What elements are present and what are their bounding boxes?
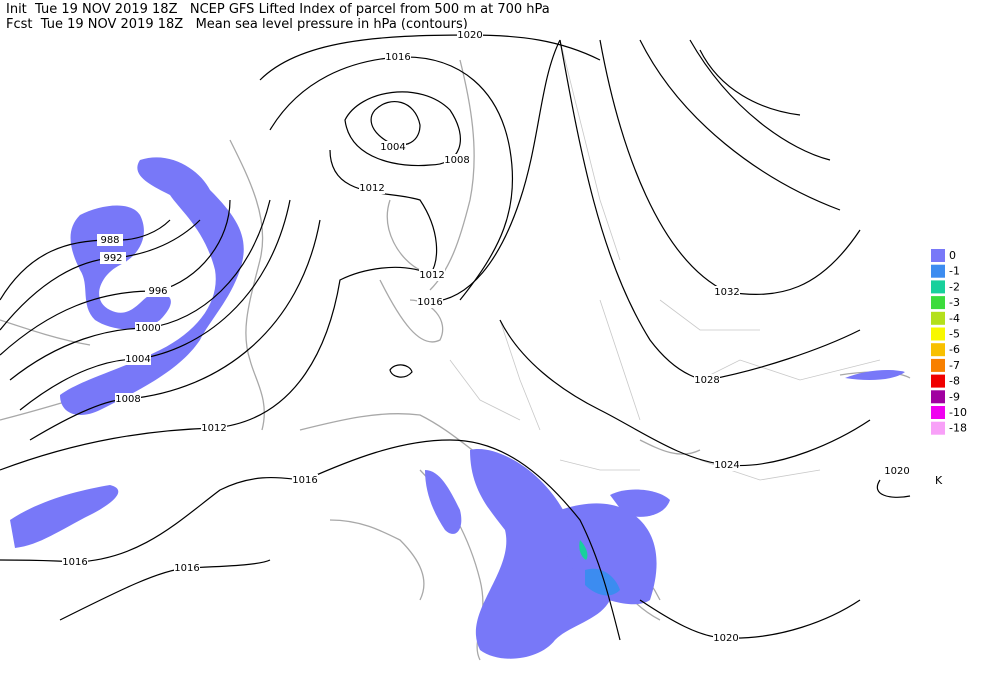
header-line: Fcst Tue 19 NOV 2019 18Z Mean sea level … [6, 17, 468, 32]
legend-swatch [931, 296, 945, 310]
contour-label: 1008 [444, 155, 469, 166]
contour-label: 1004 [125, 354, 150, 365]
legend-label: -1 [949, 265, 960, 278]
borders [449, 39, 881, 481]
legend-swatch [931, 280, 945, 294]
contour-label-bg [884, 465, 910, 477]
contour-labels: 1020 1016 1004 1008 1012 988 992 996 1000 1004 100… [62, 29, 910, 644]
contour-label: 1016 [417, 297, 442, 308]
contour-label: 1008 [115, 394, 140, 405]
contour-label-bg [135, 322, 161, 334]
legend-label: -18 [949, 422, 967, 435]
contour-label-bg [174, 562, 200, 574]
contour-label-bg [714, 286, 740, 298]
contour-label-bg [713, 632, 739, 644]
contour-label: 996 [148, 286, 167, 297]
contour-label: 1012 [359, 183, 384, 194]
legend-label: 0 [949, 249, 956, 262]
legend-swatch [931, 390, 945, 404]
contour-label: 1016 [62, 557, 87, 568]
header-line: Init Tue 19 NOV 2019 18Z NCEP GFS Lifted… [6, 2, 550, 17]
contour-label: 1004 [380, 142, 405, 153]
contour-label-bg [444, 154, 470, 166]
legend-label: -6 [949, 343, 960, 356]
contour-label-bg [457, 29, 483, 41]
contour-label-bg [417, 296, 443, 308]
legend-label: -2 [949, 280, 960, 293]
contour-label: 1000 [135, 323, 160, 334]
contour-label-bg [694, 374, 720, 386]
contour-label: 988 [100, 235, 119, 246]
contour-label: 1020 [457, 30, 482, 41]
legend-label: -3 [949, 296, 960, 309]
contour-label: 1020 [713, 633, 738, 644]
legend-swatch [931, 249, 945, 262]
contour-label: 1012 [419, 270, 444, 281]
legend-swatch [931, 343, 945, 357]
contour-label-bg [145, 285, 171, 297]
lifted-index-areas [10, 157, 905, 659]
legend-label: -4 [949, 312, 960, 325]
contour-label-bg [201, 422, 227, 434]
legend-label: -9 [949, 390, 960, 403]
contour-label-bg [125, 353, 151, 365]
contour-label-bg [419, 269, 445, 281]
legend-label: -10 [949, 406, 967, 419]
contour-label-bg [292, 474, 318, 486]
contour-label: 1016 [292, 475, 317, 486]
legend-swatch [931, 374, 945, 388]
legend: K 0 -1 -2 -3 -4 -5 -6 -7 -8 -9 -10 -18 [931, 249, 967, 487]
contour-label-bg [100, 252, 126, 264]
contour-label: 1020 [884, 466, 909, 477]
contour-label: 1024 [714, 460, 739, 471]
legend-swatch [931, 327, 945, 341]
legend-swatch [931, 311, 945, 325]
contour-label: 1032 [714, 287, 739, 298]
legend-swatch [931, 421, 945, 435]
legend-label: -8 [949, 375, 960, 388]
legend-swatch [931, 358, 945, 372]
legend-swatch [931, 264, 945, 278]
contour-label: 1016 [174, 563, 199, 574]
pressure-contours [0, 34, 911, 641]
contour-label-bg [62, 556, 88, 568]
legend-unit: K [935, 474, 943, 487]
legend-swatch [931, 406, 945, 419]
contour-label: 992 [103, 253, 122, 264]
contour-label: 1028 [694, 375, 719, 386]
contour-label: 1012 [201, 423, 226, 434]
legend-label: -5 [949, 328, 960, 341]
contour-label-bg [115, 393, 141, 405]
contour-label-bg [97, 234, 123, 246]
legend-label: -7 [949, 359, 960, 372]
contour-label-bg [359, 182, 385, 194]
contour-label-bg [714, 459, 740, 471]
contour-label-bg [380, 141, 406, 153]
contour-label-bg [385, 51, 411, 63]
contour-label: 1016 [385, 52, 410, 63]
